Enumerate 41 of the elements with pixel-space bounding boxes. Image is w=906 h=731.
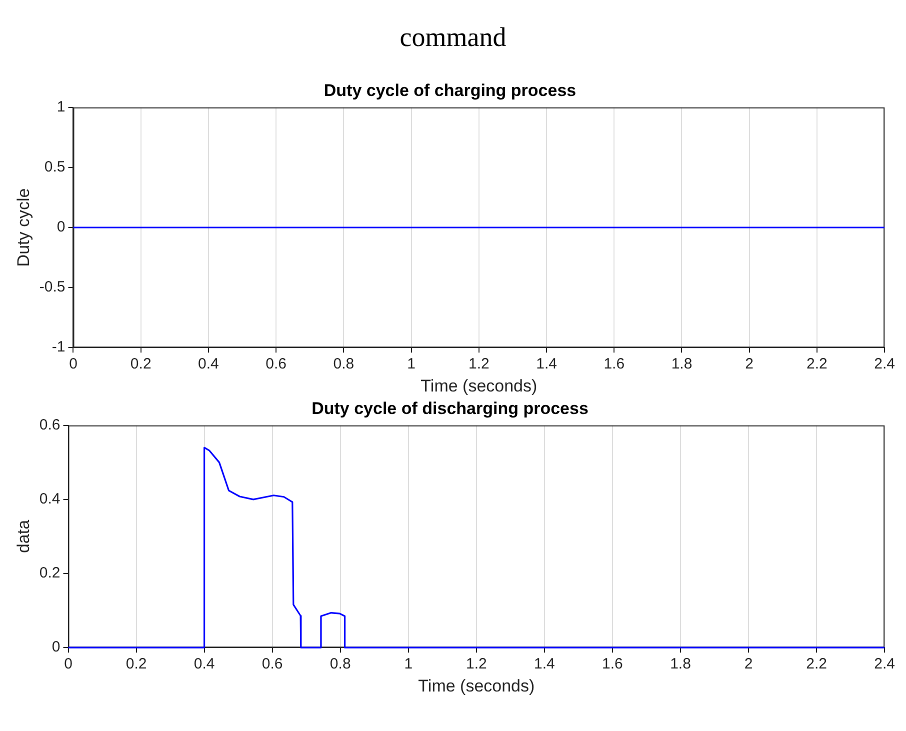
y-tick-label: 0 — [56, 218, 66, 236]
y-axis-title: Duty cycle — [14, 188, 33, 267]
x-tick-label: 0.6 — [262, 656, 283, 673]
chart-title: Duty cycle of charging process — [324, 80, 576, 100]
y-tick-label: 1 — [56, 98, 66, 116]
x-tick-label: 0 — [69, 356, 78, 373]
x-tick-label: 1.4 — [534, 656, 555, 673]
x-tick-label: 2.4 — [874, 356, 896, 373]
y-tick-label: 0 — [52, 638, 60, 656]
x-tick-label: 1.6 — [602, 656, 623, 673]
text: command — [398, 21, 508, 54]
x-axis-title: Time (seconds) — [418, 676, 535, 696]
x-tick-label: 0.4 — [194, 656, 215, 673]
y-tick-label: 0.2 — [39, 564, 60, 582]
x-tick-label: 1.8 — [670, 656, 691, 673]
x-tick-label: 2.2 — [806, 656, 827, 673]
x-tick-label: 0.2 — [126, 656, 147, 673]
x-tick-label: 0.4 — [198, 356, 219, 373]
chart-title: Duty cycle of discharging process — [312, 398, 588, 418]
x-tick-label: 1 — [404, 656, 413, 673]
x-tick-label: 0.6 — [266, 356, 287, 373]
x-tick-label: 0.8 — [333, 356, 354, 373]
x-axis-title: Time (seconds) — [420, 376, 538, 396]
x-tick-label: 2.4 — [874, 656, 896, 673]
y-tick-label: 0.4 — [39, 490, 60, 508]
y-tick-label: -0.5 — [39, 278, 66, 296]
x-tick-label: 0.8 — [330, 656, 351, 673]
y-tick-label: -1 — [52, 338, 66, 356]
y-tick-label: 0.5 — [44, 158, 66, 176]
x-tick-label: 1.6 — [604, 356, 625, 373]
x-tick-label: 2.2 — [806, 356, 828, 373]
y-axis-title: data — [14, 519, 33, 554]
x-tick-label: 1 — [407, 356, 416, 373]
x-tick-label: 1.2 — [466, 656, 487, 673]
y-tick-label: 0.6 — [39, 416, 60, 434]
x-tick-label: 1.2 — [468, 356, 490, 373]
x-tick-label: 2 — [744, 656, 753, 673]
x-tick-label: 1.4 — [536, 356, 557, 373]
x-tick-label: 2 — [745, 356, 754, 373]
x-tick-label: 0.2 — [130, 356, 152, 373]
x-tick-label: 1.8 — [671, 356, 692, 373]
